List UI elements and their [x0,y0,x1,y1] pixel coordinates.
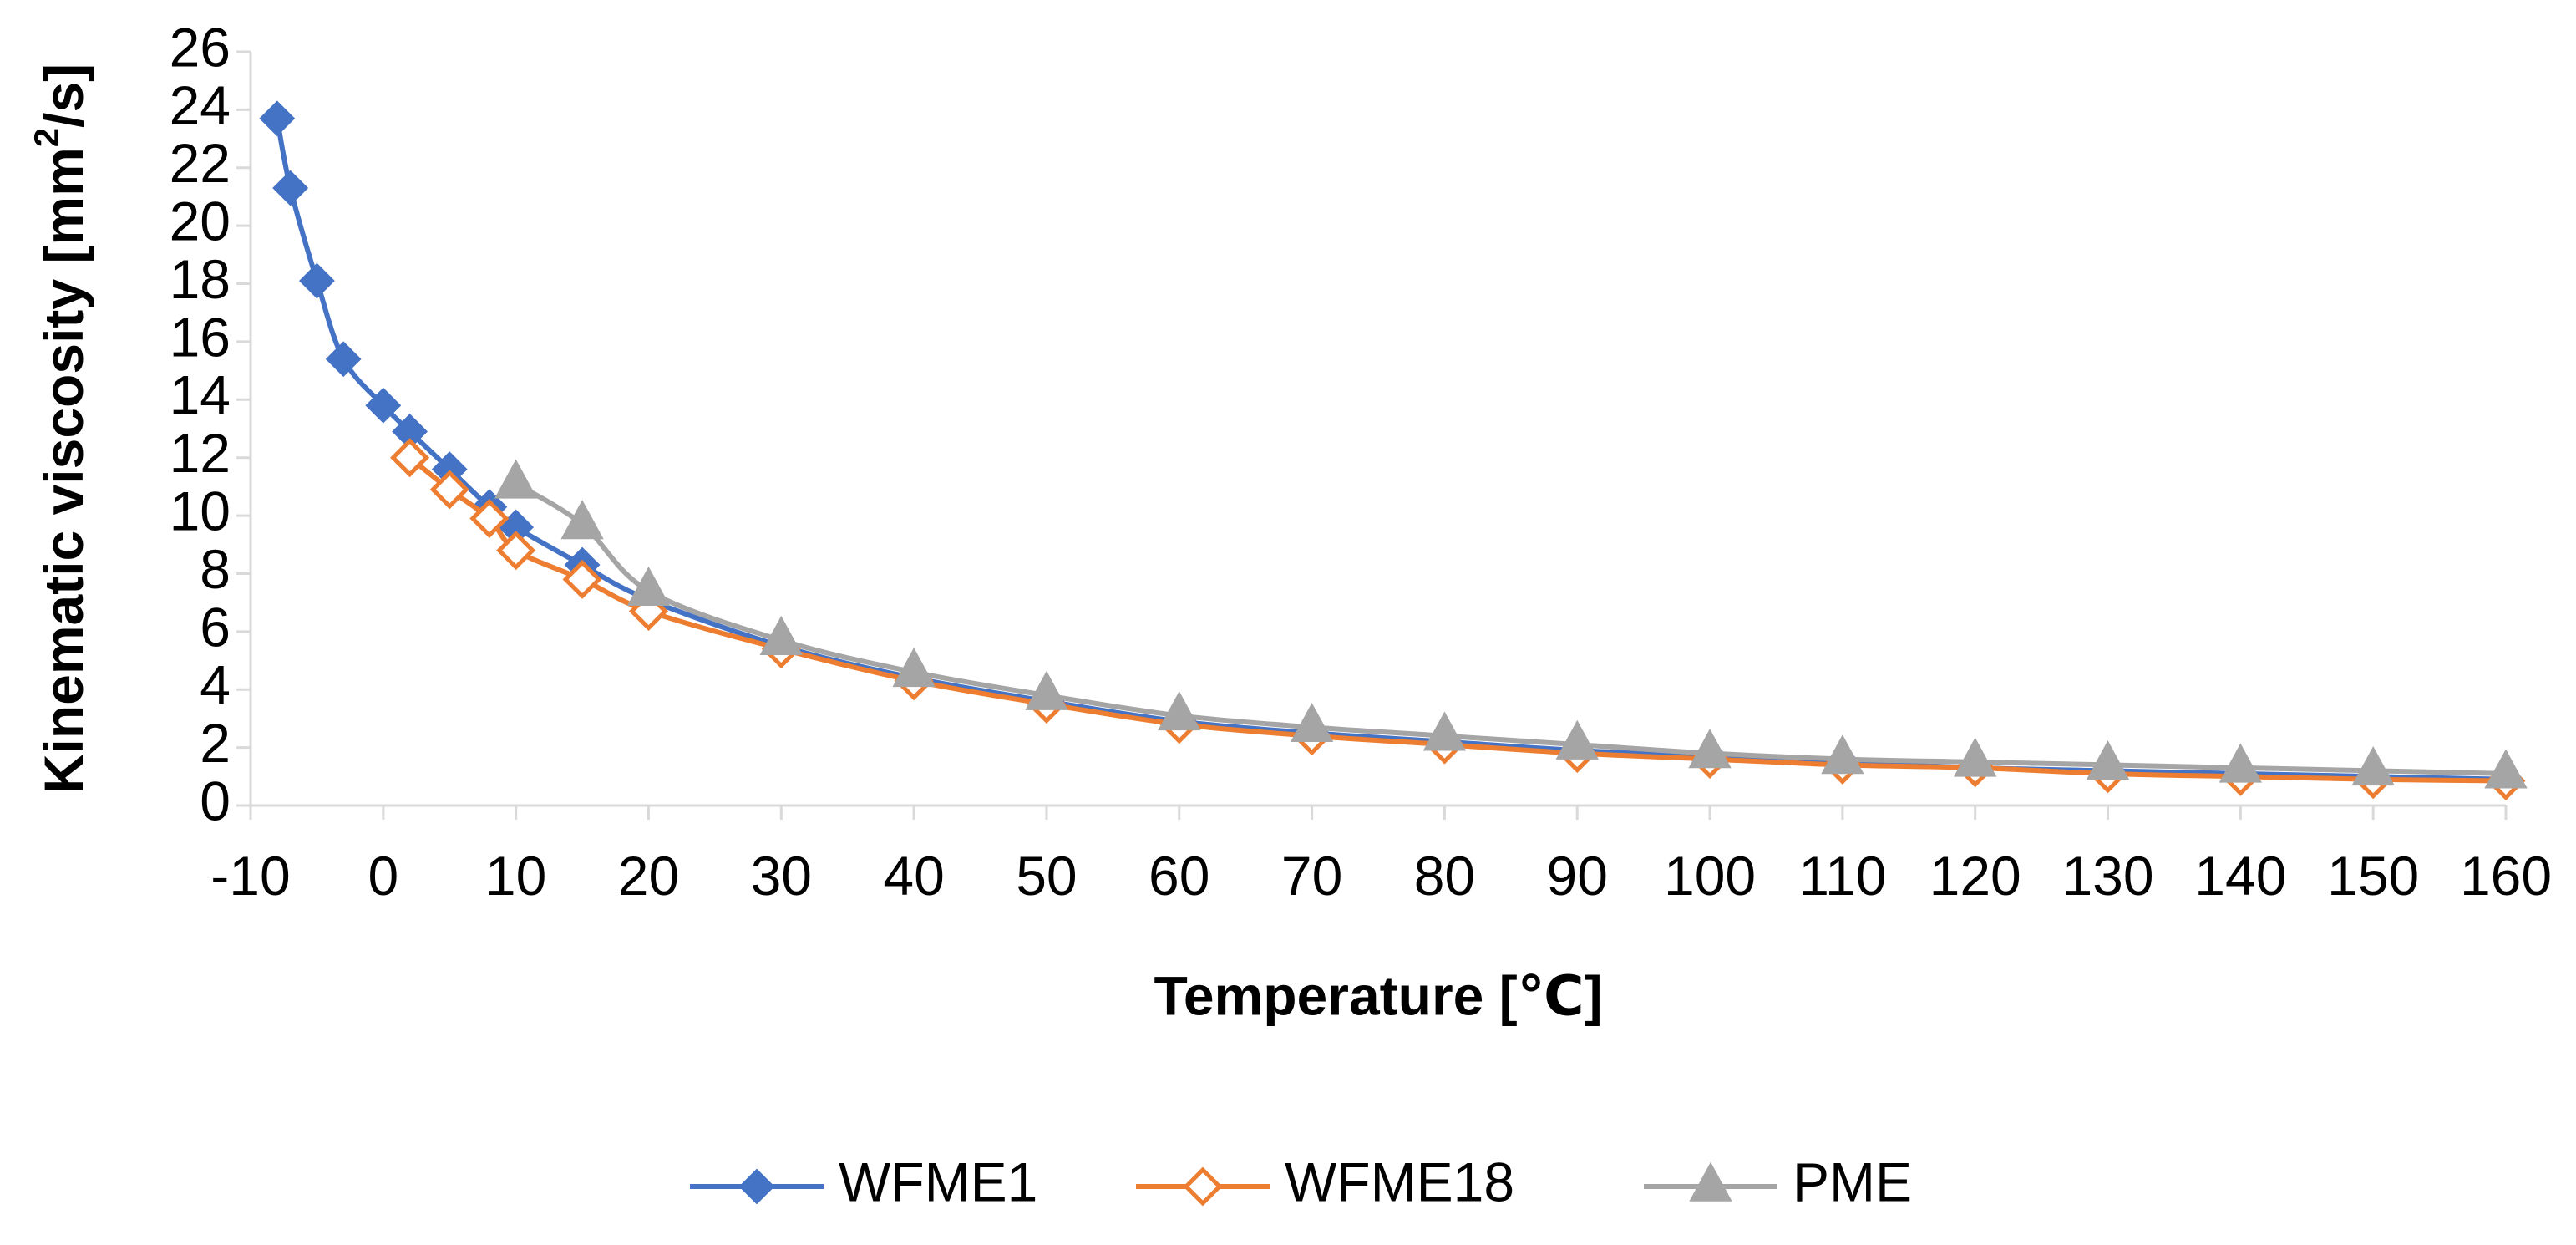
data-point-wfme18 [390,438,430,478]
y-axis-title-tail: /s] [33,64,94,128]
x-tick-label: 140 [2194,845,2286,907]
series-pme [494,459,2528,789]
data-point-pme [1954,737,1997,777]
y-tick-label: 8 [200,538,231,600]
data-point-pme [1025,670,1068,710]
data-point-pme [759,615,803,655]
y-axis-title: Kinematic viscosity [mm2/s] [27,64,95,794]
data-point-pme [1821,734,1864,775]
data-point-pme [560,500,604,540]
y-tick-label: 14 [170,364,231,426]
x-tick-label: -10 [210,845,290,907]
series-wfme1 [259,100,2524,798]
legend-label-wfme1: WFME1 [839,1151,1037,1212]
x-axis-ticks: -10 0 10 20 30 40 50 60 70 80 90 100 110 120 130 140 150… [210,805,2552,907]
y-tick-label: 12 [170,422,231,484]
y-tick-label: 16 [170,306,231,368]
data-point-pme [494,459,538,499]
data-point-wfme18 [496,531,536,571]
data-point-pme [626,566,671,606]
y-tick-label: 10 [170,480,231,542]
data-point-wfme18 [469,499,510,539]
data-point-pme [1158,691,1201,731]
x-tick-label: 150 [2327,845,2419,907]
x-tick-label: 40 [883,845,944,907]
data-point-pme [1422,711,1467,751]
legend-item-wfme1: WFME1 [690,1151,1037,1212]
y-tick-label: 18 [170,248,231,310]
y-axis-title-main: Kinematic viscosity [mm [33,147,94,794]
legend-marker-wfme18 [1183,1166,1223,1207]
legend-marker-wfme1 [738,1168,775,1205]
data-point-pme [892,648,936,688]
series-layer [259,100,2528,801]
data-point-pme [2086,740,2130,780]
series-line-wfme18 [407,455,2508,784]
x-tick-label: 120 [1929,845,2021,907]
legend-label-pme: PME [1793,1151,1912,1212]
legend-label-wfme18: WFME18 [1285,1151,1514,1212]
x-tick-label: 160 [2460,845,2552,907]
y-tick-label: 2 [200,712,231,774]
data-point-wfme1 [298,262,335,299]
x-axis-title: Temperature [℃] [1154,964,1602,1026]
y-tick-label: 20 [170,191,231,252]
x-tick-label: 90 [1547,845,1608,907]
x-tick-label: 0 [368,845,398,907]
data-point-pme [1688,729,1732,769]
x-tick-label: 100 [1664,845,1756,907]
x-tick-label: 10 [485,845,546,907]
x-tick-label: 130 [2061,845,2153,907]
series-line-wfme1 [274,115,2508,782]
x-tick-label: 30 [751,845,812,907]
x-tick-label: 50 [1016,845,1077,907]
data-point-wfme18 [562,559,602,599]
y-tick-label: 26 [170,16,231,78]
y-tick-label: 6 [200,596,231,658]
x-tick-label: 80 [1414,845,1475,907]
y-tick-label: 24 [170,74,231,136]
data-point-pme [2484,749,2528,789]
x-tick-label: 60 [1149,845,1209,907]
series-line-pme [513,480,2508,776]
data-point-wfme1 [259,100,296,137]
x-tick-label: 70 [1281,845,1342,907]
x-tick-label: 110 [1798,845,1886,907]
data-point-wfme1 [272,170,309,206]
legend-marker-pme [1689,1161,1732,1202]
data-point-pme [1555,719,1599,760]
legend-item-pme: PME [1644,1151,1912,1212]
data-point-pme [2219,743,2263,783]
y-tick-label: 0 [200,770,231,831]
legend-item-wfme18: WFME18 [1136,1151,1514,1212]
data-point-pme [2351,746,2395,786]
legend: WFME1 WFME18 PME [690,1151,1912,1212]
y-axis-title-superscript: 2 [27,128,66,147]
data-point-wfme18 [429,470,469,510]
y-tick-label: 22 [170,132,231,194]
data-point-wfme1 [325,341,362,378]
data-point-pme [1290,702,1334,743]
data-point-wfme1 [365,387,402,424]
y-tick-label: 4 [200,654,231,716]
x-tick-label: 20 [618,845,679,907]
